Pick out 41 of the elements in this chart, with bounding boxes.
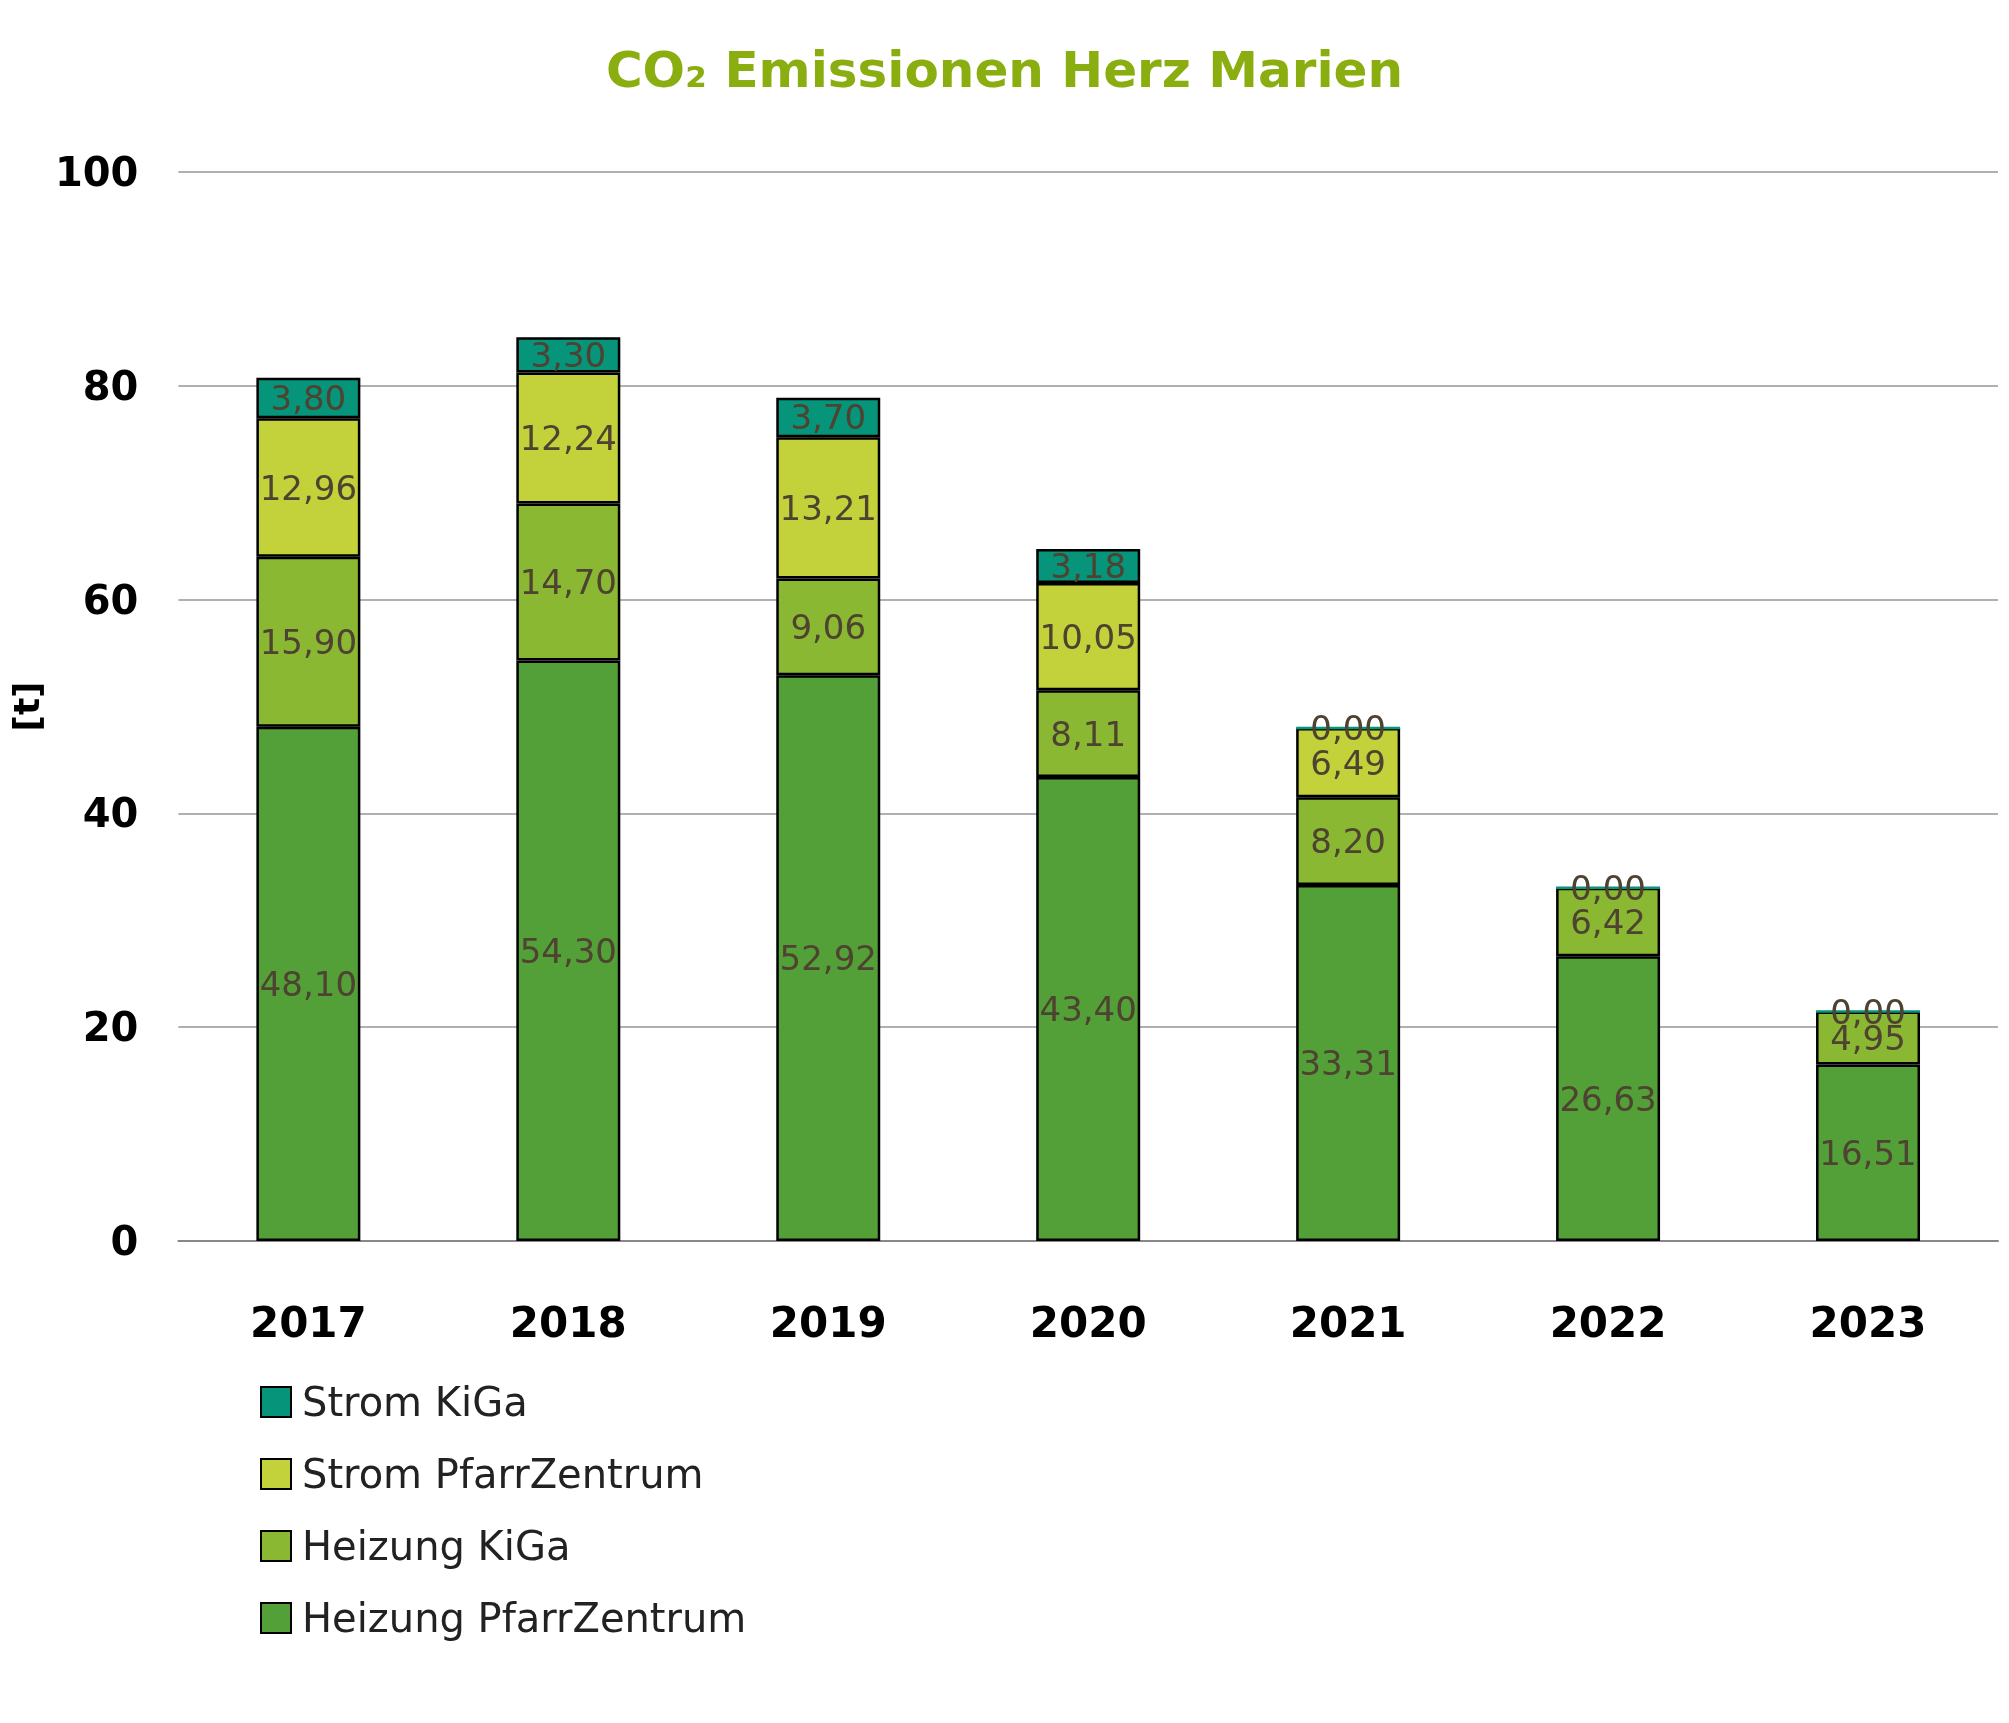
data-label: 15,90 (259, 621, 358, 662)
data-label: 33,31 (1299, 1042, 1397, 1083)
x-tick-label: 2017 (249, 1297, 367, 1347)
x-tick-label: 2019 (769, 1297, 887, 1347)
data-label: 14,70 (519, 561, 617, 602)
legend-label: Heizung PfarrZentrum (302, 1595, 747, 1641)
data-label: 16,51 (1819, 1132, 1917, 1173)
x-tick-label: 2022 (1549, 1297, 1667, 1347)
data-label: 3,18 (1050, 545, 1127, 586)
chart-title: CO₂ Emissionen Herz Marien (605, 41, 1404, 99)
data-label: 48,10 (259, 963, 358, 1004)
y-axis-title: [t] (5, 681, 47, 732)
y-tick-label: 80 (82, 362, 139, 409)
y-tick-label: 60 (82, 576, 139, 623)
data-label: 8,20 (1310, 821, 1386, 862)
data-label: 12,24 (519, 417, 617, 458)
x-tick-label: 2021 (1289, 1297, 1407, 1347)
data-label: 8,11 (1050, 713, 1127, 754)
data-label: 52,92 (779, 938, 877, 979)
legend-label: Strom KiGa (302, 1379, 528, 1425)
x-tick-label: 2020 (1029, 1297, 1147, 1347)
data-label: 0,00 (1570, 867, 1646, 908)
legend-label: Heizung KiGa (302, 1523, 571, 1569)
legend-label: Strom PfarrZentrum (302, 1451, 704, 1497)
data-label: 12,96 (259, 467, 358, 508)
y-tick-label: 0 (110, 1218, 139, 1264)
data-label: 3,30 (530, 334, 607, 375)
data-label: 3,80 (270, 377, 347, 418)
x-tick-label: 2023 (1809, 1297, 1927, 1347)
data-label: 3,70 (790, 397, 867, 438)
x-tick-label: 2018 (509, 1297, 627, 1347)
data-label: 26,63 (1559, 1078, 1657, 1119)
data-label: 10,05 (1039, 616, 1137, 657)
data-label: 9,06 (790, 606, 867, 647)
data-label: 0,00 (1310, 707, 1386, 748)
data-label: 13,21 (779, 487, 877, 528)
data-label: 54,30 (519, 930, 617, 971)
y-tick-label: 100 (54, 149, 139, 195)
y-tick-label: 20 (82, 1004, 139, 1051)
data-label: 43,40 (1039, 989, 1137, 1030)
y-tick-label: 40 (82, 790, 139, 837)
